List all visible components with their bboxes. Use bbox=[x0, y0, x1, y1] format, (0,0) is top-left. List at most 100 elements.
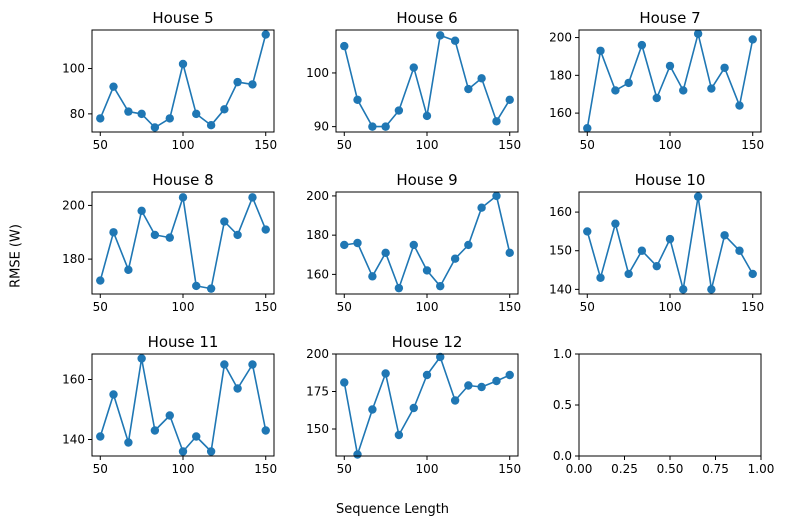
data-point bbox=[693, 29, 703, 38]
axes-frame bbox=[91, 191, 275, 295]
x-tick-label: 100 bbox=[172, 138, 195, 152]
x-tick-label: 150 bbox=[254, 300, 277, 314]
subplot-7: House 11 50 100 150 140 160 bbox=[62, 333, 277, 476]
y-tick-label: 0.0 bbox=[553, 449, 572, 463]
data-point bbox=[353, 95, 362, 104]
data-point bbox=[248, 193, 257, 202]
data-point bbox=[261, 225, 270, 234]
data-point bbox=[735, 246, 744, 255]
x-tick-label: 50 bbox=[580, 300, 595, 314]
x-tick-label: 100 bbox=[659, 300, 682, 314]
x-tick-label: 50 bbox=[93, 138, 108, 152]
data-point bbox=[637, 40, 647, 50]
subplot-title: House 11 bbox=[148, 333, 219, 351]
data-point bbox=[436, 281, 445, 291]
data-point bbox=[707, 84, 716, 93]
data-point bbox=[679, 285, 688, 294]
data-point bbox=[233, 230, 242, 240]
data-point bbox=[596, 46, 605, 55]
data-point bbox=[394, 106, 404, 115]
data-point bbox=[137, 206, 146, 215]
axes-frame bbox=[578, 29, 762, 133]
data-point bbox=[206, 121, 216, 130]
x-tick-label: 1.00 bbox=[748, 462, 775, 476]
data-point bbox=[368, 122, 377, 131]
x-tick-label: 100 bbox=[172, 300, 195, 314]
axes-frame bbox=[335, 353, 519, 457]
y-tick-label: 1.0 bbox=[553, 347, 572, 361]
x-tick-label: 150 bbox=[741, 138, 764, 152]
subplot-1: House 5 50 100 150 80 100 bbox=[62, 9, 277, 152]
y-tick-label: 160 bbox=[549, 106, 572, 120]
data-point bbox=[492, 376, 501, 386]
data-point bbox=[464, 84, 473, 94]
data-point bbox=[150, 426, 160, 435]
x-tick-label: 150 bbox=[498, 300, 521, 314]
subplot-4: House 8 50 100 150 180 200 bbox=[62, 171, 277, 314]
data-point bbox=[340, 41, 349, 51]
data-point bbox=[220, 105, 229, 114]
data-point bbox=[124, 107, 133, 116]
data-point bbox=[178, 447, 188, 456]
subplot-title: House 9 bbox=[396, 171, 457, 189]
x-tick-label: 50 bbox=[93, 462, 108, 476]
y-tick-label: 90 bbox=[314, 120, 329, 134]
axes-frame bbox=[578, 191, 762, 295]
data-point bbox=[137, 109, 146, 119]
x-tick-label: 50 bbox=[337, 138, 352, 152]
data-point bbox=[477, 74, 486, 83]
data-point bbox=[624, 78, 633, 88]
axes-frame bbox=[335, 191, 519, 295]
x-tick-label: 0.50 bbox=[657, 462, 684, 476]
data-point bbox=[353, 450, 362, 459]
data-point bbox=[124, 265, 133, 275]
y-tick-label: 140 bbox=[549, 282, 572, 296]
data-point bbox=[436, 31, 445, 40]
data-point bbox=[735, 101, 744, 110]
y-tick-label: 160 bbox=[62, 373, 85, 387]
data-point bbox=[505, 370, 514, 380]
subplot-2: House 6 50 100 150 90 100 bbox=[306, 9, 521, 152]
data-point bbox=[477, 382, 486, 392]
axes-frame bbox=[91, 29, 275, 133]
data-point bbox=[748, 35, 757, 44]
data-point bbox=[624, 269, 633, 279]
x-tick-label: 50 bbox=[337, 300, 352, 314]
data-point bbox=[206, 284, 216, 293]
y-tick-label: 180 bbox=[306, 228, 329, 242]
y-tick-label: 175 bbox=[306, 385, 329, 399]
data-point bbox=[368, 272, 377, 281]
data-point bbox=[96, 276, 105, 285]
data-point bbox=[248, 360, 257, 369]
series-line bbox=[586, 32, 754, 129]
x-tick-label: 100 bbox=[416, 462, 439, 476]
subplot-3: House 7 50 100 150 160 180 200 bbox=[549, 9, 764, 152]
x-tick-label: 0.00 bbox=[566, 462, 593, 476]
data-point bbox=[165, 233, 174, 242]
y-tick-label: 100 bbox=[62, 62, 85, 76]
axes-frame bbox=[91, 353, 275, 457]
y-tick-label: 180 bbox=[549, 68, 572, 82]
data-point bbox=[665, 61, 675, 71]
y-tick-label: 160 bbox=[306, 267, 329, 281]
data-point bbox=[665, 234, 675, 244]
y-tick-label: 140 bbox=[62, 433, 85, 447]
data-point bbox=[220, 360, 229, 369]
y-tick-label: 80 bbox=[70, 107, 85, 121]
subplot-title: House 8 bbox=[152, 171, 213, 189]
data-point bbox=[505, 248, 514, 258]
data-point bbox=[248, 80, 257, 89]
data-point bbox=[720, 231, 729, 240]
data-point bbox=[124, 438, 133, 447]
data-point bbox=[109, 390, 118, 399]
x-tick-label: 150 bbox=[498, 138, 521, 152]
data-point bbox=[394, 283, 404, 293]
data-point bbox=[150, 230, 160, 240]
data-point bbox=[707, 285, 716, 294]
data-point bbox=[178, 193, 188, 202]
data-point bbox=[409, 403, 418, 413]
data-point bbox=[679, 86, 688, 95]
x-tick-label: 150 bbox=[254, 138, 277, 152]
x-tick-label: 100 bbox=[659, 138, 682, 152]
x-tick-label: 50 bbox=[337, 462, 352, 476]
